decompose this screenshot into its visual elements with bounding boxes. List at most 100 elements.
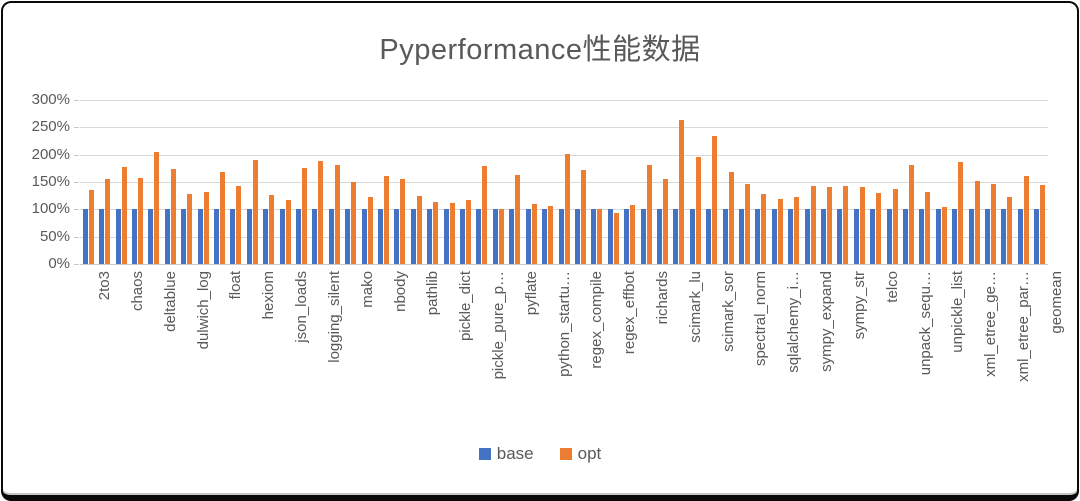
x-axis-label: unpickle_list [949,271,967,353]
bar-opt [974,180,980,264]
x-axis-label: spectral_norm [752,271,770,367]
bar-base [345,209,351,264]
bar-opt [1007,196,1013,264]
bar-opt [88,190,94,264]
bar-base [919,209,925,264]
bar-base [542,209,548,264]
bar-opt [941,207,947,264]
legend-swatch-base [478,448,491,460]
bar-base [181,209,187,264]
bar-opt [827,187,832,264]
bar-base [886,209,892,264]
bar-base [574,209,580,264]
bar-opt [991,184,997,264]
bar-base [804,209,810,264]
bar-base [952,209,958,264]
bar-opt [728,172,734,264]
bar-base [706,209,712,264]
bar-opt [219,172,225,264]
bar-opt [580,169,586,264]
bar-base [656,209,662,264]
bar-base [509,209,515,264]
bar-opt [400,178,406,264]
bar-base [131,209,137,264]
bar-opt [712,136,718,264]
bar-opt [958,162,964,264]
bar-opt [121,167,127,264]
gridline-100 [80,209,1048,211]
bar-opt [105,178,111,264]
bar-opt [1023,175,1029,264]
x-axis-label: regex_compile [588,271,606,369]
bar-opt [909,165,915,264]
x-axis-label: sympy_str [850,271,868,340]
bar-opt [892,189,898,264]
x-axis-label: pathlib [424,271,442,316]
legend-item-opt: opt [559,444,601,464]
bar-opt [925,192,931,264]
y-axis-tick [74,100,79,101]
x-axis-label: xml_etree_ge… [982,271,1000,377]
bar-opt [744,184,750,264]
y-axis-label: 100% [31,200,70,218]
bar-base [755,209,761,264]
bar-base [295,209,301,264]
bar-base [870,209,876,264]
bar-base [1001,209,1007,264]
y-axis-label: 200% [31,145,70,163]
x-axis-label: float [227,271,245,300]
x-axis-label: regex_effbot [621,271,639,355]
bar-opt [515,174,521,264]
bar-opt [646,165,652,264]
x-axis-label: geomean [1047,271,1065,334]
chart-legend: base opt [0,444,1080,464]
x-axis-label: logging_silent [325,271,343,363]
bar-opt [170,168,176,264]
bar-base [476,209,482,264]
bar-opt [630,204,636,264]
bar-base [99,209,105,264]
bar-base [1034,209,1040,264]
y-axis-tick [74,154,79,156]
bar-opt [679,120,685,264]
bar-base [246,209,252,264]
bar-opt [810,186,816,264]
bar-opt [367,196,373,264]
bar-base [263,209,269,264]
gridline-250 [80,127,1048,129]
x-axis-label: mako [358,271,376,308]
bar-base [968,209,974,264]
bar-base [607,209,613,264]
bar-opt [187,194,193,264]
bar-base [673,209,679,264]
bar-base [1017,209,1023,264]
bar-base [312,209,318,264]
legend-label: base [496,444,534,463]
bar-base [788,209,794,264]
x-axis-label: xml_etree_par… [1014,271,1032,382]
bar-opt [761,194,767,264]
bar-opt [597,209,603,264]
x-axis-label: nbody [391,271,409,312]
bar-base [525,209,531,264]
bar-base [279,209,285,264]
bar-opt [613,212,619,264]
bar-opt [137,178,143,264]
bar-opt [662,179,668,264]
x-axis-label: sympy_expand [818,271,836,372]
bar-opt [318,161,324,264]
bar-opt [285,200,291,264]
bar-base [837,209,843,264]
bar-base [853,209,859,264]
x-axis-label: telco [883,271,901,303]
bar-base [903,209,909,264]
bar-base [410,209,416,264]
bar-base [82,209,88,264]
bar-opt [449,203,455,264]
gridline-200 [80,154,1048,156]
bar-base [361,209,367,264]
bar-opt [154,151,160,264]
bar-base [985,209,991,264]
